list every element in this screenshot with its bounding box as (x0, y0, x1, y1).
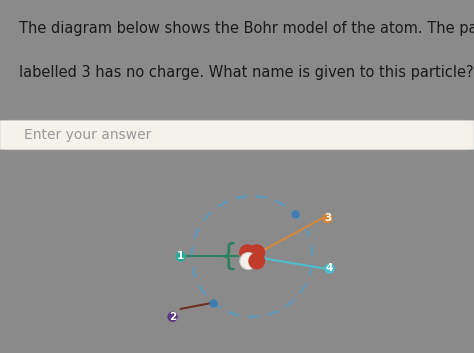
Circle shape (175, 251, 186, 262)
Circle shape (324, 263, 335, 274)
Circle shape (240, 253, 257, 270)
Text: 2: 2 (169, 312, 176, 322)
Circle shape (167, 312, 178, 322)
Text: {: { (218, 241, 237, 270)
Text: 1: 1 (177, 251, 184, 262)
Text: 4: 4 (326, 263, 333, 274)
Circle shape (248, 253, 265, 270)
Circle shape (239, 244, 256, 261)
Text: The diagram below shows the Bohr model of the atom. The particle: The diagram below shows the Bohr model o… (19, 21, 474, 36)
Circle shape (322, 213, 333, 223)
FancyBboxPatch shape (0, 120, 474, 150)
Text: labelled 3 has no charge. What name is given to this particle?: labelled 3 has no charge. What name is g… (19, 65, 474, 80)
Text: 3: 3 (324, 213, 331, 223)
Circle shape (248, 244, 265, 261)
Text: Enter your answer: Enter your answer (24, 128, 151, 142)
